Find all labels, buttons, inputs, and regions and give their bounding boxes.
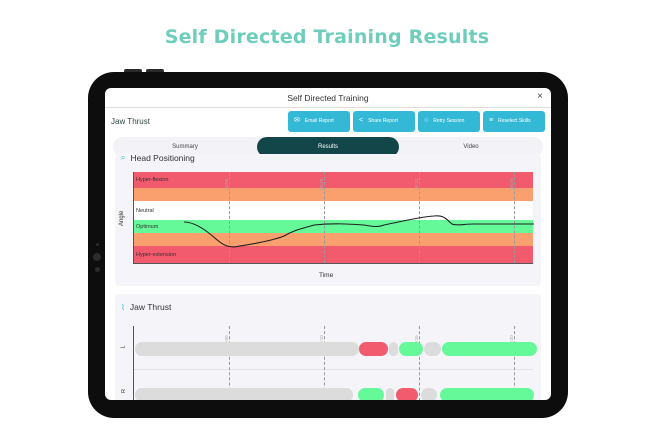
x-axis-label: Time bbox=[319, 272, 334, 279]
tab-summary[interactable]: Summary bbox=[172, 144, 198, 150]
action-buttons: ✉ Email Report < Share Report ○ Retry Se… bbox=[288, 110, 545, 132]
share-report-button[interactable]: < Share Report bbox=[353, 110, 415, 132]
band-hyper-flexion: Hyper-flexion bbox=[134, 172, 533, 188]
tab-bar: Summary Results Video bbox=[113, 137, 543, 157]
camera-lens bbox=[93, 253, 101, 261]
segment-neutral bbox=[389, 342, 398, 356]
segment-fail bbox=[359, 342, 388, 356]
page-title: Self Directed Training Results bbox=[164, 26, 490, 48]
gridline bbox=[324, 326, 325, 400]
jaw-thrust-icon: ⌇ bbox=[121, 302, 125, 312]
band-flexion-warning bbox=[134, 188, 533, 201]
tablet-button bbox=[124, 69, 142, 73]
email-report-button[interactable]: ✉ Email Report bbox=[288, 110, 350, 132]
share-icon: < bbox=[359, 117, 364, 124]
segment-pass bbox=[440, 388, 534, 400]
mail-icon: ✉ bbox=[294, 117, 300, 124]
gridline bbox=[229, 172, 230, 263]
head-positioning-chart: Hyper-flexion Neutral Optimum Hyper-exte… bbox=[133, 172, 534, 264]
head-angle-line bbox=[183, 215, 534, 248]
sensor-dot bbox=[95, 267, 100, 272]
tab-results[interactable]: Results bbox=[257, 137, 399, 157]
row-label-left: L bbox=[120, 345, 127, 349]
window-titlebar: Self Directed Training × bbox=[105, 88, 551, 108]
tablet-button bbox=[146, 69, 164, 73]
share-report-label: Share Report bbox=[368, 118, 398, 124]
head-positioning-title: Head Positioning bbox=[130, 153, 195, 163]
segment-neutral bbox=[424, 342, 441, 356]
tab-video[interactable]: Video bbox=[463, 144, 479, 150]
segment-pass bbox=[399, 342, 423, 356]
retry-session-button[interactable]: ○ Retry Session bbox=[418, 110, 480, 132]
jaw-thrust-chart: L R 0:05 0:10 0:15 0:20 bbox=[121, 326, 537, 400]
y-axis-label: Angle bbox=[119, 210, 125, 226]
close-icon[interactable]: × bbox=[537, 91, 543, 102]
segment-neutral bbox=[135, 388, 353, 400]
gridline bbox=[229, 326, 230, 400]
email-report-label: Email Report bbox=[304, 118, 334, 124]
segment-neutral bbox=[421, 388, 437, 400]
head-position-icon: ⌕ bbox=[121, 153, 126, 162]
gridline bbox=[514, 172, 515, 263]
head-positioning-card: ⌕ Head Positioning Angle Hyper-flexion N… bbox=[115, 153, 541, 286]
skill-name: Jaw Thrust bbox=[111, 116, 150, 126]
jaw-thrust-card: ⌇ Jaw Thrust L R 0:05 0:10 0:15 0:20 bbox=[115, 294, 541, 400]
segment-neutral bbox=[386, 388, 394, 400]
segment-pass bbox=[358, 388, 384, 400]
band-extension-warning bbox=[134, 233, 533, 246]
head-positioning-title-row: ⌕ Head Positioning bbox=[115, 153, 541, 163]
gridline bbox=[324, 172, 325, 263]
camera-dot bbox=[96, 243, 99, 246]
jaw-thrust-title-row: ⌇ Jaw Thrust bbox=[115, 294, 541, 320]
jaw-thrust-title: Jaw Thrust bbox=[129, 302, 172, 312]
gridline bbox=[514, 326, 515, 400]
row-divider bbox=[134, 369, 533, 370]
band-neutral: Neutral bbox=[134, 201, 533, 220]
gridline bbox=[419, 326, 420, 400]
band-hyper-extension: Hyper-extension bbox=[134, 246, 533, 263]
retry-session-label: Retry Session bbox=[433, 118, 465, 124]
segment-pass bbox=[442, 342, 537, 356]
list-icon: ≡ bbox=[489, 117, 494, 124]
reselect-skills-button[interactable]: ≡ Reselect Skills bbox=[483, 110, 545, 132]
window-title: Self Directed Training bbox=[287, 92, 369, 103]
app-screen: Self Directed Training × Jaw Thrust ✉ Em… bbox=[105, 88, 551, 400]
row-label-right: R bbox=[120, 389, 127, 393]
header-row: Jaw Thrust ✉ Email Report < Share Report… bbox=[105, 108, 551, 134]
segment-neutral bbox=[135, 342, 359, 356]
segment-fail bbox=[396, 388, 418, 400]
band-optimum: Optimum bbox=[134, 220, 533, 233]
reselect-skills-label: Reselect Skills bbox=[498, 118, 531, 124]
retry-icon: ○ bbox=[424, 117, 429, 124]
